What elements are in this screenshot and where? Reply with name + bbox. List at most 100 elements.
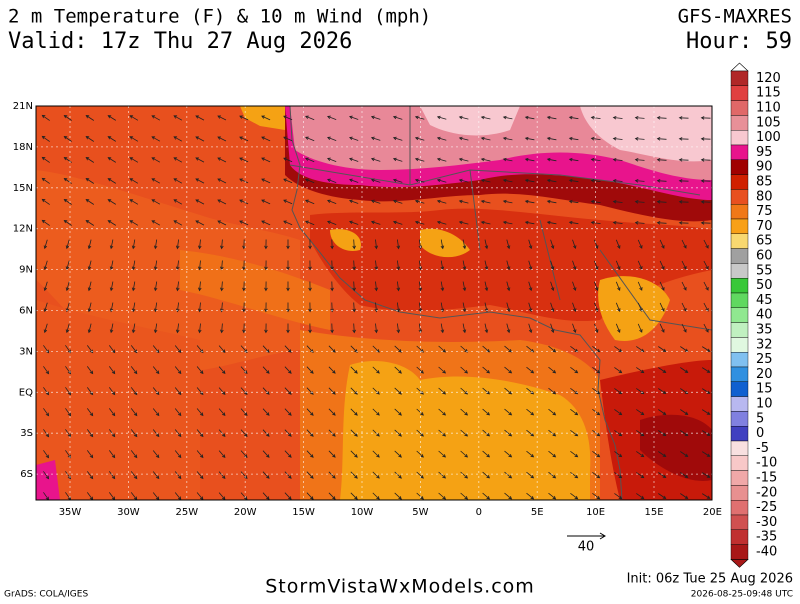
wind-arrow [262,492,270,500]
wind-arrow [462,239,467,250]
wind-arrow [372,450,380,458]
wind-arrow [41,114,50,121]
wind-arrow [198,302,202,313]
wind-arrow [548,492,557,500]
wind-arrow [546,199,557,204]
wind-arrow [480,115,491,120]
wind-arrow [612,200,623,204]
wind-arrow [173,115,183,121]
wind-arrow [678,179,689,183]
colorbar-swatch [730,174,749,190]
lat-label: 3N [19,346,33,357]
wind-arrow [308,239,312,250]
wind-arrow [659,281,665,291]
wind-arrow [460,408,469,416]
colorbar-label: 70 [756,219,773,234]
colorbar-label: 120 [756,71,781,86]
wind-arrow [570,471,579,479]
wind-arrow [131,323,136,334]
colorbar-label: -30 [756,515,777,530]
wind-arrow [436,115,447,120]
wind-arrow [306,450,314,458]
field-patch [580,106,712,162]
wind-arrow [284,345,292,353]
colorbar-swatch [730,85,749,101]
wind-arrow [658,409,667,415]
wind-arrow [414,157,425,162]
wind-arrow [656,179,667,183]
wind-arrow [594,302,599,312]
lon-label: 15W [292,507,315,518]
wind-arrow [572,239,577,249]
wind-arrow [152,471,160,480]
wind-arrow [349,115,359,120]
wind-arrow [592,471,601,479]
wind-arrow [173,220,183,226]
wind-arrow [129,199,139,205]
wind-arrow [330,281,334,292]
wind-arrow [151,178,161,184]
wind-arrow [195,178,205,184]
colorbar-swatch [730,514,749,531]
wind-arrow [700,158,711,162]
colorbar-swatch [730,411,749,427]
wind-arrow [196,450,204,459]
wind-arrow [131,239,136,250]
wind-arrow [590,199,601,204]
lat-label: 6S [20,469,33,480]
wind-arrow [548,450,557,458]
wind-arrow [305,220,315,226]
wind-arrow [41,177,50,184]
wind-arrow [524,136,535,141]
wind-arrow [634,158,645,162]
wind-arrow [283,220,293,226]
wind-arrow [656,137,667,141]
wind-arrow [502,199,513,204]
wind-arrow [548,366,557,374]
wind-arrow [370,178,381,183]
wind-arrow [462,260,467,271]
wind-arrow [636,367,645,374]
wind-arrow [637,239,643,249]
wind-arrow [349,178,359,183]
map-field [36,106,712,500]
wind-arrow [592,408,601,416]
wind-arrow [374,239,378,250]
wind-arrow [41,156,50,163]
credit: GrADS: COLA/IGES [4,590,88,600]
wind-arrow [524,115,535,120]
wind-arrow [261,157,271,163]
wind-arrow [484,302,489,313]
field-patch [240,106,290,130]
wind-arrow [63,157,72,163]
wind-arrow [615,302,621,312]
wind-arrow [153,323,158,334]
wind-arrow [86,408,94,417]
reference-arrowhead [599,532,606,540]
colorbar-swatch [730,396,749,412]
wind-arrow [502,115,513,120]
field-patch [420,106,520,136]
wind-arrow [173,178,183,184]
wind-arrow [462,323,467,334]
colorbar-swatch [730,366,749,383]
wind-arrow [218,366,226,375]
lon-label: 25W [175,507,198,518]
wind-arrow [438,492,447,500]
wind-arrow [394,408,402,416]
wind-arrow [484,239,489,250]
wind-arrow [352,281,356,292]
wind-arrow [174,471,182,480]
wind-arrow [284,450,292,458]
lon-label: 15E [644,507,663,518]
wind-arrow [636,472,645,479]
wind-arrow [240,408,248,417]
wind-arrow [107,115,117,121]
wind-arrow [242,302,246,313]
colorbar-label: 15 [756,382,773,397]
wind-arrow [196,429,204,438]
wind-arrow [217,157,227,163]
colorbar-swatch [730,159,749,175]
field-patch [640,414,712,481]
wind-arrow [218,345,226,354]
